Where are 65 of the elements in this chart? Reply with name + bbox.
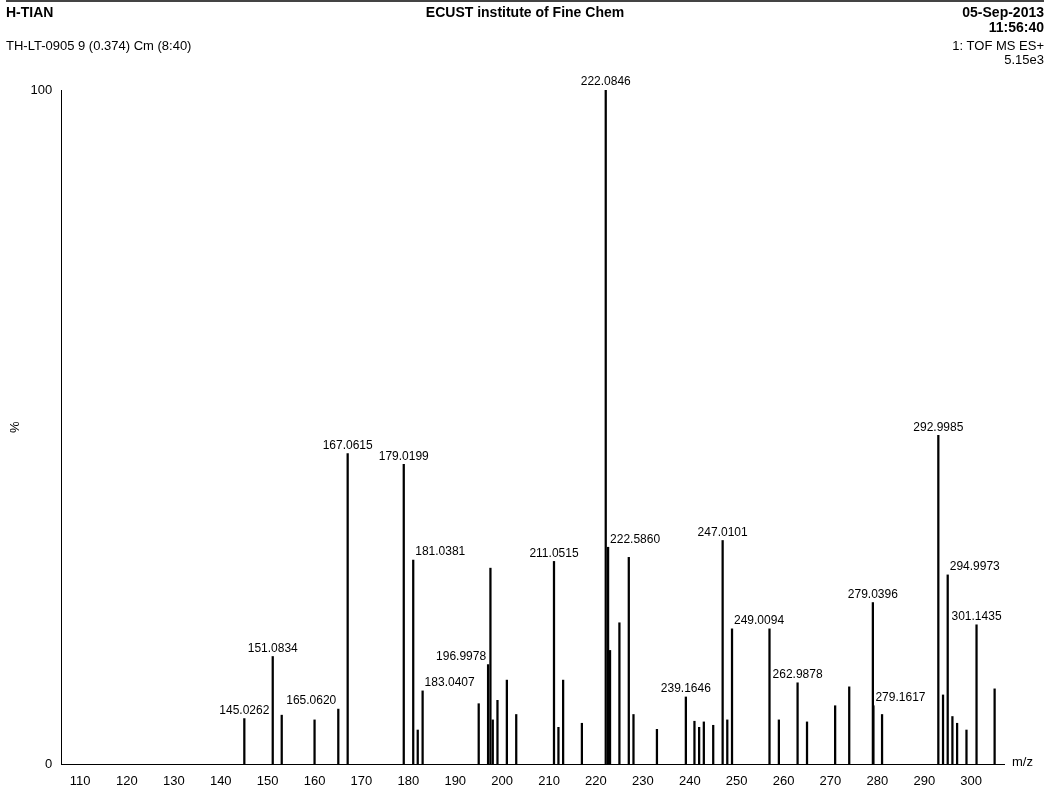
x-axis-title: m/z [1012, 753, 1033, 769]
annotation: 183.0407 [424, 675, 475, 690]
x-tick-label: 260 [772, 772, 795, 788]
annotation: 151.0834 [247, 640, 299, 655]
bar [796, 682, 799, 765]
x-tick-label: 190 [444, 772, 467, 788]
annotation: 279.0396 [847, 586, 899, 601]
x-tick-label: 210 [538, 772, 560, 788]
x-tick-label: 290 [913, 772, 936, 788]
text: 11:56:40 [988, 19, 1044, 35]
x-tick-label: 150 [256, 772, 279, 788]
x-tick-label: 230 [632, 772, 654, 788]
x-tick-label: 160 [303, 772, 326, 788]
annotation: 292.9985 [913, 419, 964, 434]
annotation: 211.0515 [529, 545, 579, 560]
x-tick-label: 240 [678, 772, 701, 788]
x-tick-label: 280 [866, 772, 889, 788]
annotation: 247.0101 [697, 524, 748, 539]
annotation: 279.1617 [875, 690, 926, 705]
x-tick-label: 270 [819, 772, 842, 788]
text: 5.15e3 [1004, 52, 1044, 67]
annotation: 165.0620 [286, 693, 337, 708]
x-tick-label: 250 [725, 772, 748, 788]
annotation: 181.0381 [415, 544, 466, 559]
annotation: 179.0199 [378, 448, 430, 463]
x-tick-label: 140 [209, 772, 232, 788]
x-tick-label: 220 [585, 772, 607, 788]
annotation: 239.1646 [660, 681, 712, 696]
annotation: 145.0262 [219, 702, 270, 717]
bar [975, 624, 978, 765]
x-tick-label: 170 [350, 772, 373, 788]
text: TH-LT-0905 9 (0.374) Cm (8:40) [6, 38, 192, 53]
bar [496, 700, 499, 765]
bar [951, 716, 954, 765]
y-tick-label: 0 [45, 755, 53, 771]
bar [768, 628, 771, 765]
bar [421, 690, 424, 765]
bar [693, 720, 696, 765]
bar [313, 719, 316, 765]
bar [993, 688, 996, 765]
annotation: 301.1435 [951, 609, 1002, 624]
annotation: 222.0846 [580, 74, 632, 89]
text: 1: TOF MS ES+ [952, 38, 1044, 53]
annotation: 167.0615 [322, 437, 374, 452]
y-tick-label: 100 [30, 81, 53, 97]
annotation: 222.5860 [610, 531, 661, 546]
annotation: 294.9973 [949, 559, 1001, 574]
x-tick-label: 130 [163, 772, 185, 788]
bar [557, 726, 560, 765]
x-tick-label: 300 [960, 772, 983, 788]
chart-title: ECUST institute of Fine Chem [425, 4, 625, 20]
bar [489, 567, 492, 765]
text: 05-Sep-2013 [962, 4, 1044, 20]
annotation: 196.9978 [436, 648, 487, 663]
x-tick-label: 110 [69, 772, 91, 788]
y-axis-title: % [7, 420, 23, 433]
text: H-TIAN [6, 4, 54, 20]
bar [632, 714, 635, 765]
x-tick-label: 200 [491, 772, 514, 788]
x-tick-label: 120 [116, 772, 138, 788]
bar [965, 729, 968, 765]
x-tick-label: 180 [397, 772, 420, 788]
bar [618, 622, 621, 765]
annotation: 262.9878 [772, 667, 823, 682]
annotation: 249.0094 [734, 613, 785, 628]
